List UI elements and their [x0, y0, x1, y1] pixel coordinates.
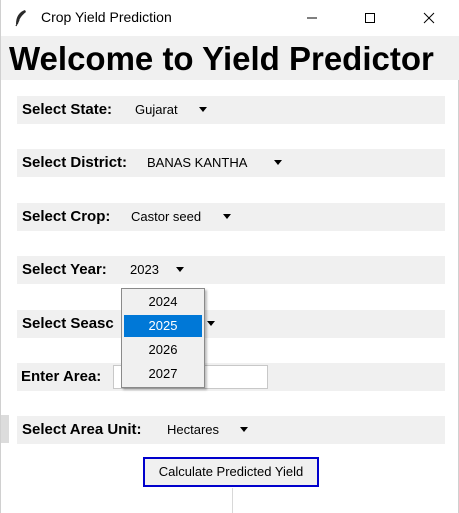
- window-title: Crop Yield Prediction: [41, 9, 172, 25]
- year-label: Select Year:: [22, 261, 107, 278]
- close-icon: [423, 12, 435, 24]
- area-unit-label: Select Area Unit:: [22, 421, 142, 438]
- state-select[interactable]: Gujarat: [128, 99, 220, 121]
- minimize-button[interactable]: [283, 0, 341, 36]
- chevron-down-icon: [274, 160, 282, 165]
- district-select[interactable]: BANAS KANTHA: [141, 152, 291, 174]
- state-row: Select State: Gujarat: [17, 96, 445, 124]
- maximize-icon: [365, 13, 375, 23]
- season-label: Select Seasc: [22, 315, 114, 332]
- chevron-down-icon: [223, 214, 231, 219]
- chevron-down-icon: [240, 427, 248, 432]
- area-label: Enter Area:: [21, 368, 102, 385]
- year-option[interactable]: 2027: [148, 366, 178, 381]
- year-option[interactable]: 2024: [148, 294, 178, 309]
- area-unit-value: Hectares: [167, 422, 220, 437]
- season-row: Select Seasc: [17, 310, 445, 338]
- district-label: Select District:: [22, 154, 128, 171]
- year-value: 2023: [130, 262, 159, 277]
- crop-value: Castor seed: [131, 209, 202, 224]
- state-value: Gujarat: [135, 102, 178, 117]
- chevron-down-icon: [207, 321, 215, 326]
- welcome-banner: Welcome to Yield Predictor: [1, 36, 459, 80]
- divider: [232, 488, 233, 513]
- year-row: Select Year: 2023: [17, 256, 445, 284]
- welcome-heading: Welcome to Yield Predictor: [9, 40, 434, 77]
- year-select[interactable]: 2023: [121, 259, 189, 281]
- area-unit-row: Select Area Unit: Hectares: [17, 416, 445, 444]
- left-edge-strip: [1, 415, 9, 443]
- year-option-highlighted[interactable]: 2025: [124, 315, 202, 337]
- crop-row: Select Crop: Castor seed: [17, 203, 445, 231]
- crop-select[interactable]: Castor seed: [125, 206, 240, 228]
- district-row: Select District: BANAS KANTHA: [17, 149, 445, 177]
- district-value: BANAS KANTHA: [147, 155, 248, 170]
- calculate-button[interactable]: Calculate Predicted Yield: [143, 457, 319, 487]
- close-button[interactable]: [400, 0, 458, 36]
- title-bar[interactable]: Crop Yield Prediction: [1, 0, 459, 36]
- chevron-down-icon: [176, 267, 184, 272]
- year-dropdown-list[interactable]: 2024 2025 2026 2027: [121, 288, 205, 388]
- area-unit-select[interactable]: Hectares: [160, 419, 250, 441]
- feather-icon: [13, 9, 29, 27]
- crop-label: Select Crop:: [22, 208, 111, 225]
- year-option[interactable]: 2026: [148, 342, 178, 357]
- maximize-button[interactable]: [341, 0, 399, 36]
- chevron-down-icon: [199, 107, 207, 112]
- minimize-icon: [307, 17, 317, 19]
- state-label: Select State:: [22, 101, 113, 118]
